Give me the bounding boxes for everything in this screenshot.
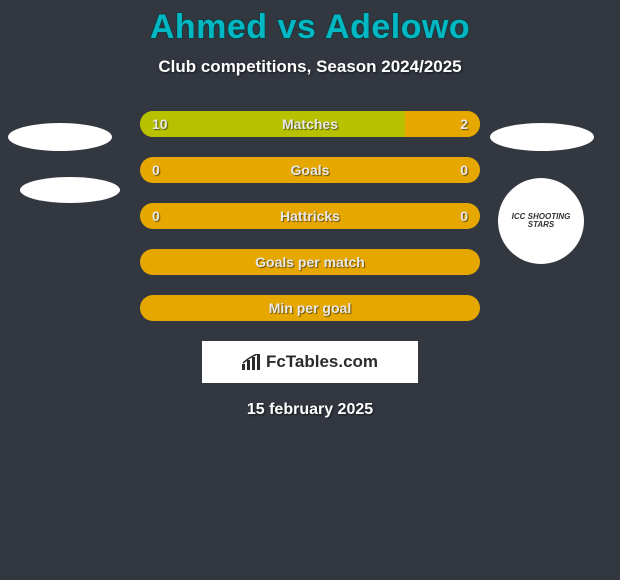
stat-row-goals: Goals0 0 — [140, 157, 480, 183]
stat-right-value: 2 — [460, 111, 468, 137]
title-vs: vs — [278, 8, 317, 46]
stat-row-min-per-goal: Min per goal — [140, 295, 480, 321]
stat-bars: Matches102Goals00Hattricks00Goals per ma… — [140, 111, 480, 321]
logo-box: FcTables.com — [202, 341, 418, 383]
page-title: Ahmed vs Adelowo — [0, 0, 620, 47]
stat-label: Matches — [140, 111, 480, 137]
stat-label: Goals — [140, 157, 480, 183]
logo: FcTables.com — [242, 352, 378, 372]
stat-right-value: 0 — [460, 203, 468, 229]
date: 15 february 2025 — [0, 401, 620, 419]
comparison-content: Matches102Goals00Hattricks00Goals per ma… — [0, 111, 620, 419]
stat-left-value: 0 — [152, 203, 160, 229]
subtitle: Club competitions, Season 2024/2025 — [0, 57, 620, 77]
stat-left-value: 10 — [152, 111, 168, 137]
stat-label: Hattricks — [140, 203, 480, 229]
title-player1: Ahmed — [150, 8, 268, 46]
player-avatar-right-0 — [490, 123, 594, 151]
stat-row-hattricks: Hattricks0 0 — [140, 203, 480, 229]
club-badge-text: ICC SHOOTING STARS — [498, 213, 584, 229]
stat-label: Goals per match — [140, 249, 480, 275]
stat-label: Min per goal — [140, 295, 480, 321]
stat-right-value: 0 — [460, 157, 468, 183]
player-avatar-left-1 — [20, 177, 120, 203]
club-badge-right: ICC SHOOTING STARS — [498, 178, 584, 264]
stat-row-goals-per-match: Goals per match — [140, 249, 480, 275]
chart-icon — [242, 354, 262, 370]
player-avatar-left-0 — [8, 123, 112, 151]
stat-row-matches: Matches10 2 — [140, 111, 480, 137]
logo-text: FcTables.com — [266, 352, 378, 372]
title-player2: Adelowo — [325, 8, 470, 46]
stat-left-value: 0 — [152, 157, 160, 183]
